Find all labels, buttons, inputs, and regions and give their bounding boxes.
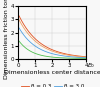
- β = 1.0: [59, 53, 60, 54]
- β = 0.3: [59, 52, 60, 53]
- β = 0.3: [50, 49, 52, 50]
- Line: β = 3.0: β = 3.0: [19, 28, 86, 58]
- β = 0.3: [18, 15, 20, 16]
- β = 10: [84, 58, 86, 59]
- β = 3.0: [74, 57, 75, 58]
- β = 10: [55, 57, 56, 58]
- β = 10: [86, 58, 87, 59]
- β = 10: [18, 41, 20, 42]
- β = 1.0: [51, 50, 52, 51]
- Legend: β = 0.3, β = 1.0, β = 3.0, β = 10: β = 0.3, β = 1.0, β = 3.0, β = 10: [18, 82, 86, 87]
- β = 10: [59, 57, 60, 58]
- β = 1.0: [18, 19, 20, 20]
- Y-axis label: Dimensionless friction torque: Dimensionless friction torque: [4, 0, 9, 79]
- Line: β = 0.3: β = 0.3: [19, 16, 86, 57]
- Line: β = 1.0: β = 1.0: [19, 20, 86, 57]
- β = 3.0: [59, 55, 60, 56]
- β = 1.0: [74, 56, 75, 57]
- β = 3.0: [86, 57, 87, 58]
- β = 10: [51, 56, 52, 58]
- β = 3.0: [55, 54, 56, 55]
- β = 0.3: [86, 56, 87, 57]
- β = 3.0: [51, 53, 52, 54]
- β = 0.3: [84, 56, 86, 57]
- X-axis label: Dimensionless center distance: Dimensionless center distance: [4, 70, 100, 75]
- β = 0.3: [51, 49, 52, 50]
- β = 0.3: [74, 55, 75, 56]
- β = 10: [74, 58, 75, 59]
- β = 0.3: [55, 51, 56, 52]
- Line: β = 10: β = 10: [19, 41, 86, 58]
- β = 1.0: [50, 50, 52, 51]
- Text: $E_0$: $E_0$: [87, 61, 96, 70]
- β = 10: [50, 56, 52, 58]
- β = 3.0: [84, 57, 86, 58]
- β = 1.0: [55, 52, 56, 53]
- β = 1.0: [84, 57, 86, 58]
- β = 1.0: [86, 57, 87, 58]
- β = 3.0: [18, 27, 20, 29]
- β = 3.0: [50, 53, 52, 54]
